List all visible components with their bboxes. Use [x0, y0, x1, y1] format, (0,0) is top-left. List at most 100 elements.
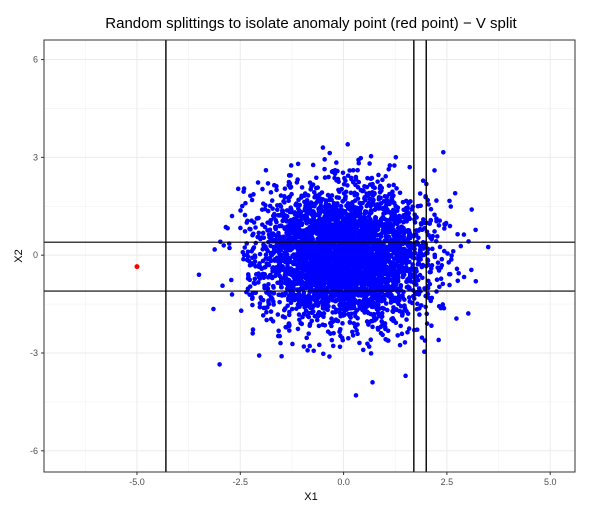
data-point — [368, 208, 374, 213]
data-point — [439, 256, 445, 262]
data-point — [308, 187, 313, 192]
data-point — [278, 204, 284, 209]
data-point — [343, 256, 349, 261]
data-point — [362, 293, 367, 299]
data-point — [351, 254, 357, 260]
data-point — [380, 256, 385, 261]
data-point — [271, 232, 277, 238]
data-point — [376, 253, 382, 258]
data-point — [276, 328, 281, 334]
data-point — [351, 277, 357, 283]
y-tick-label: -6 — [30, 446, 38, 456]
data-point — [329, 217, 334, 222]
data-point — [437, 284, 442, 290]
data-point — [442, 226, 447, 231]
data-point — [340, 216, 346, 221]
data-point — [378, 330, 384, 336]
x-tick-label: -2.5 — [233, 477, 249, 487]
data-point — [282, 251, 288, 257]
data-point — [294, 306, 299, 311]
data-point — [338, 326, 343, 332]
data-point — [277, 252, 283, 258]
data-point — [382, 210, 387, 216]
x-tick-label: 0.0 — [337, 477, 350, 487]
data-point — [385, 282, 390, 288]
data-point — [318, 278, 323, 284]
data-point — [405, 311, 411, 316]
data-point — [278, 193, 284, 198]
data-point — [297, 208, 303, 214]
data-point — [373, 253, 378, 259]
data-point — [311, 292, 317, 297]
data-point — [340, 259, 345, 265]
data-point — [369, 265, 375, 271]
data-point — [310, 162, 316, 168]
data-point — [352, 282, 358, 287]
data-point — [238, 225, 243, 231]
data-point — [374, 202, 380, 207]
data-point — [407, 285, 412, 291]
data-point — [253, 225, 258, 230]
data-point — [436, 337, 441, 343]
data-point — [367, 232, 373, 237]
data-point — [321, 303, 326, 309]
data-point — [289, 306, 295, 312]
data-point — [357, 340, 362, 346]
data-point — [321, 270, 326, 276]
data-point — [397, 297, 402, 303]
data-point — [264, 309, 269, 315]
data-point — [315, 212, 320, 218]
data-point — [282, 315, 288, 320]
x-tick-label: -5.0 — [129, 477, 145, 487]
data-point — [333, 298, 338, 304]
data-point — [326, 271, 331, 276]
data-point — [391, 229, 396, 234]
data-point — [262, 283, 267, 288]
data-point — [442, 221, 447, 227]
data-point — [291, 267, 296, 273]
data-point — [262, 224, 268, 230]
data-point — [244, 220, 250, 225]
data-point — [456, 271, 462, 276]
data-point — [220, 283, 225, 289]
data-point — [374, 219, 379, 224]
data-point — [365, 175, 370, 181]
data-point — [385, 328, 391, 334]
data-point — [250, 331, 255, 336]
split-lines — [44, 40, 575, 472]
data-point — [353, 274, 358, 279]
data-point — [349, 291, 355, 296]
data-point — [389, 215, 395, 221]
data-point — [369, 227, 374, 233]
data-point — [211, 306, 216, 312]
data-point — [358, 222, 363, 227]
data-point — [301, 255, 306, 261]
data-point — [247, 284, 253, 289]
data-point — [314, 317, 320, 323]
data-point — [312, 282, 317, 288]
data-point — [389, 268, 395, 274]
data-point — [238, 208, 243, 213]
data-point — [243, 200, 248, 206]
data-point — [311, 211, 316, 217]
data-point — [296, 293, 301, 298]
data-point — [295, 326, 301, 332]
data-point — [366, 247, 372, 253]
data-point — [241, 186, 247, 191]
data-point — [263, 244, 268, 249]
data-point — [306, 331, 311, 336]
data-point — [355, 210, 361, 216]
data-point — [419, 221, 424, 226]
data-point — [307, 206, 313, 211]
data-point — [435, 265, 440, 270]
data-point — [447, 223, 453, 229]
data-point — [310, 309, 316, 314]
data-point — [290, 341, 295, 347]
data-point — [287, 322, 292, 328]
data-point — [428, 269, 433, 275]
data-point — [401, 289, 406, 295]
data-point — [256, 353, 262, 358]
data-point — [394, 186, 399, 191]
data-point — [229, 277, 234, 283]
data-point — [370, 324, 375, 330]
